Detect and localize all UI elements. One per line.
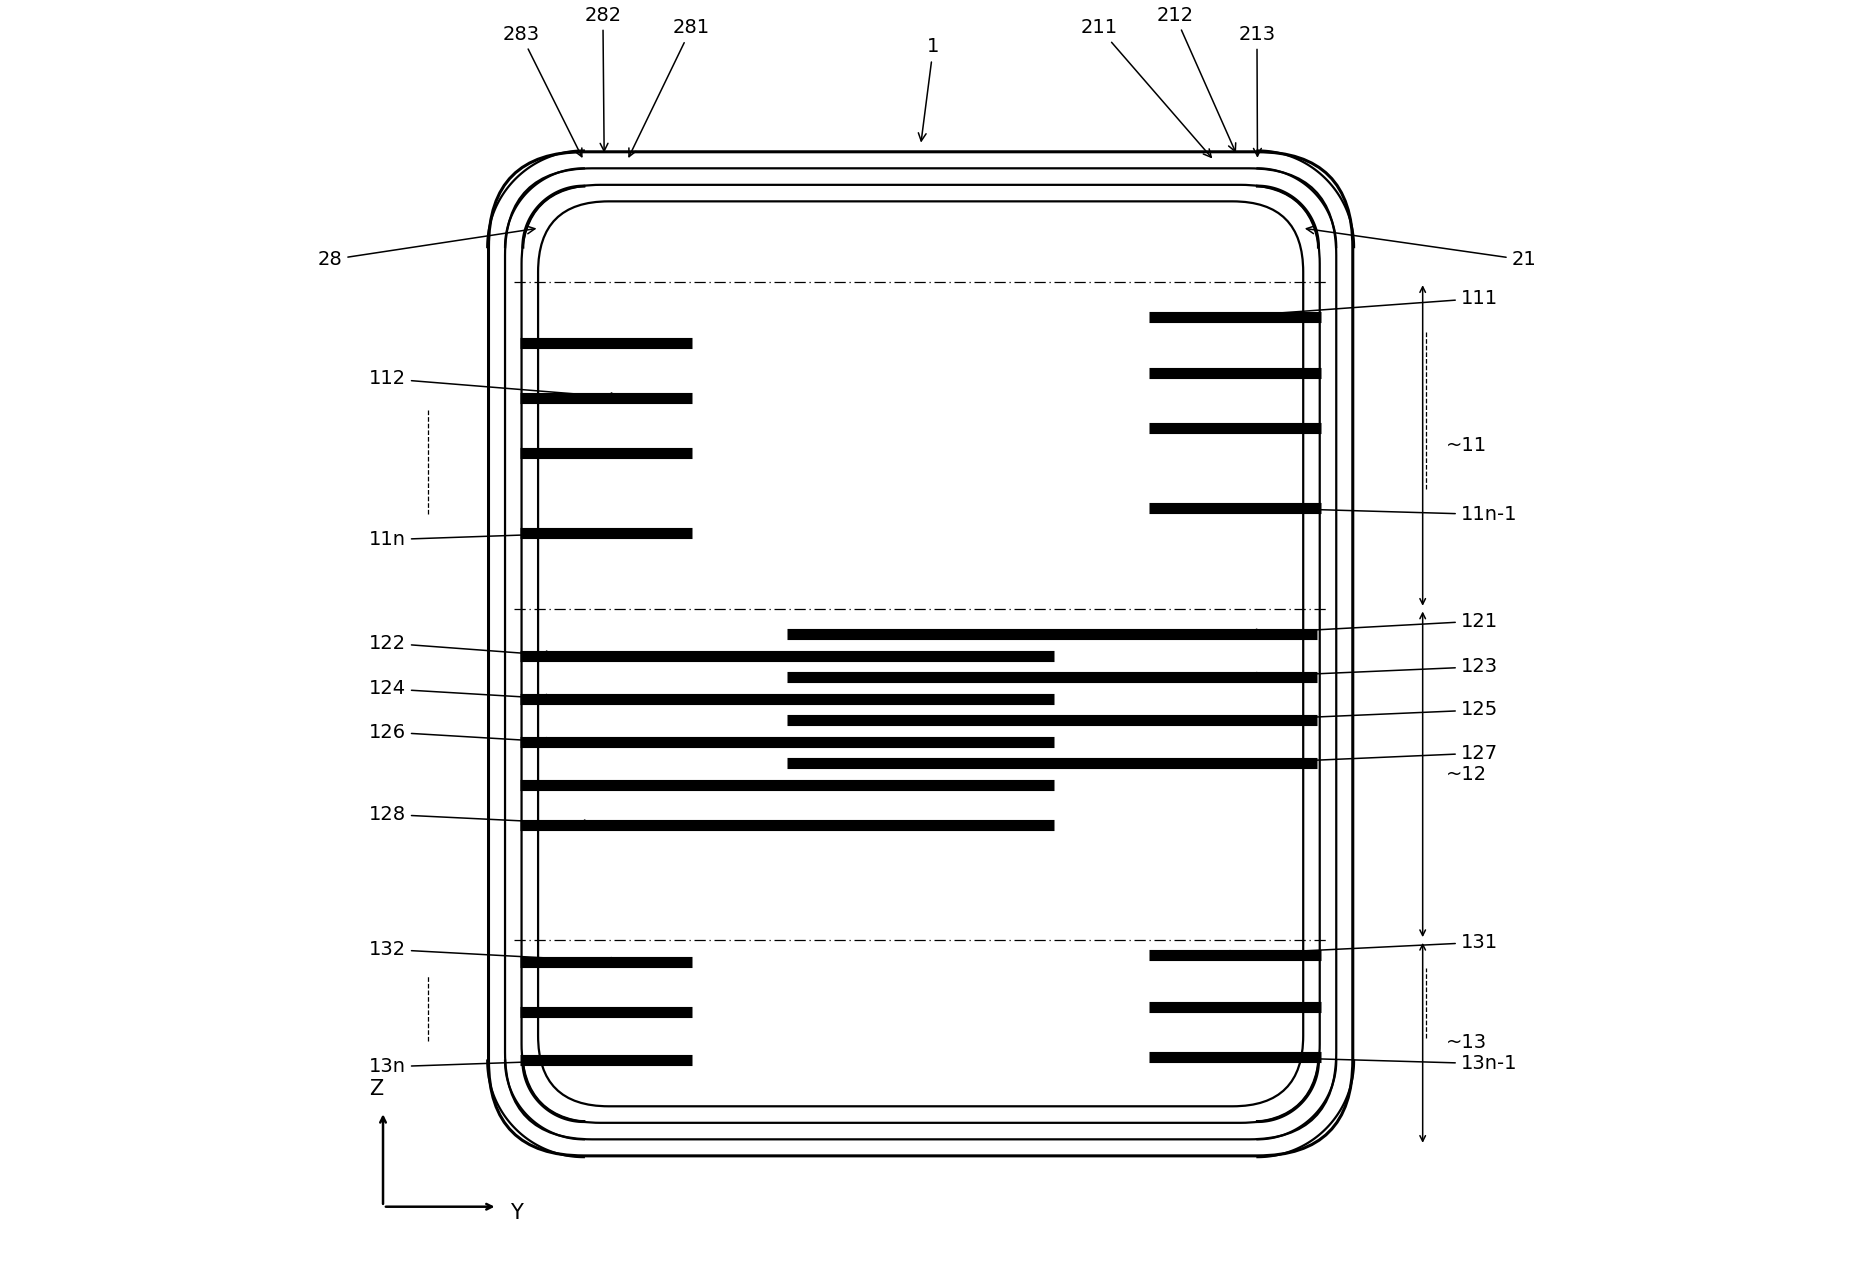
Text: 125: 125 (1250, 700, 1498, 723)
Text: ~12: ~12 (1446, 764, 1487, 783)
Text: ~11: ~11 (1446, 436, 1487, 455)
Text: 112: 112 (369, 369, 619, 401)
Text: 126: 126 (369, 722, 554, 745)
Text: 122: 122 (369, 634, 554, 658)
Text: 11n-1: 11n-1 (1274, 505, 1517, 524)
Text: 213: 213 (1238, 24, 1276, 156)
Text: 127: 127 (1250, 744, 1498, 767)
Text: 28: 28 (317, 226, 536, 270)
Text: 283: 283 (502, 24, 582, 157)
Text: 124: 124 (369, 680, 554, 702)
Text: 282: 282 (584, 5, 621, 151)
Text: 11n: 11n (369, 530, 567, 550)
Text: 21: 21 (1307, 226, 1537, 270)
Text: 132: 132 (369, 939, 619, 965)
Text: Z: Z (369, 1079, 384, 1099)
Text: 13n: 13n (369, 1057, 567, 1076)
Text: 128: 128 (369, 805, 591, 828)
Text: 121: 121 (1250, 612, 1498, 636)
Text: 212: 212 (1157, 5, 1237, 152)
Text: 13n-1: 13n-1 (1274, 1054, 1517, 1074)
Text: 1: 1 (918, 37, 940, 141)
Text: 131: 131 (1222, 933, 1498, 958)
Text: 281: 281 (629, 18, 710, 157)
Text: Y: Y (510, 1203, 523, 1223)
Text: ~13: ~13 (1446, 1034, 1487, 1052)
Text: 211: 211 (1081, 18, 1211, 157)
Text: 123: 123 (1250, 657, 1498, 680)
Text: 111: 111 (1222, 289, 1498, 321)
